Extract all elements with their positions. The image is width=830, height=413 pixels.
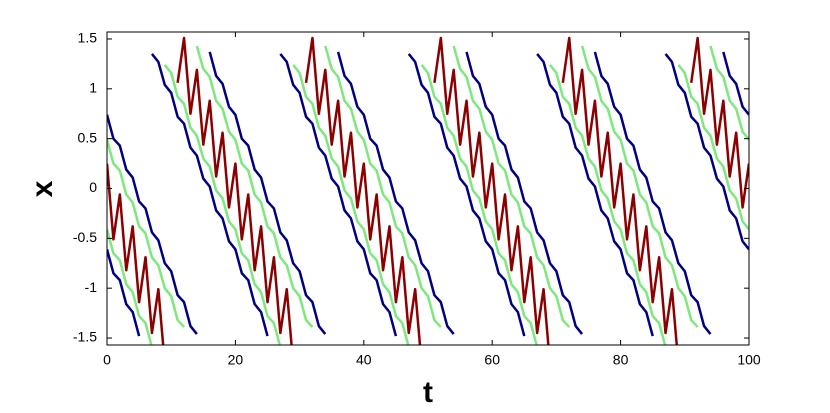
trajectory-line: [292, 64, 410, 345]
trajectory-line: [664, 53, 749, 251]
trajectory-line: [163, 64, 282, 345]
trajectory-line: [433, 36, 550, 345]
x-tick-label: 40: [356, 352, 372, 368]
trajectory-line: [195, 45, 314, 328]
trajectory-line: [677, 64, 749, 231]
trajectory-line: [150, 53, 269, 337]
y-axis-title: x: [26, 180, 59, 197]
y-tick-label: -1: [85, 279, 98, 295]
trajectory-line: [176, 36, 293, 345]
trajectory-line: [107, 248, 141, 337]
trajectory-line: [304, 36, 422, 345]
trajectory-line: [561, 36, 679, 345]
trajectory-line: [107, 139, 185, 328]
trajectory-line: [465, 51, 584, 335]
trajectory-line: [549, 64, 667, 345]
trajectory-line: [107, 163, 165, 345]
trajectory-line: [420, 64, 538, 345]
plot-lines: [107, 36, 749, 345]
y-tick-label: -1.5: [73, 329, 97, 345]
trajectory-line: [208, 51, 327, 335]
trajectory-line: [580, 45, 699, 328]
x-axis-title: t: [423, 376, 433, 409]
x-tick-label: 60: [484, 352, 500, 368]
y-tick-label: 1: [89, 80, 97, 96]
trajectory-line: [324, 45, 442, 328]
trajectory-line: [107, 114, 198, 335]
x-tick-label: 20: [228, 352, 244, 368]
x-tick-label: 80: [613, 352, 629, 368]
y-tick-label: 0: [89, 179, 97, 195]
trajectory-line: [722, 51, 749, 116]
trajectory-line: [536, 53, 654, 337]
trajectory-line: [407, 53, 526, 337]
trajectory-line: [279, 53, 398, 337]
trajectory-line: [689, 36, 749, 209]
x-tick-label: 0: [103, 352, 111, 368]
y-tick-label: 0.5: [78, 129, 98, 145]
trajectory-line: [593, 51, 712, 335]
x-tick-label: 100: [737, 352, 761, 368]
y-tick-label: -0.5: [73, 229, 97, 245]
trajectory-line: [709, 45, 749, 141]
trajectory-line: [107, 229, 153, 345]
y-tick-label: 1.5: [78, 30, 98, 46]
trajectory-line: [452, 45, 571, 328]
trajectory-line: [336, 51, 455, 335]
